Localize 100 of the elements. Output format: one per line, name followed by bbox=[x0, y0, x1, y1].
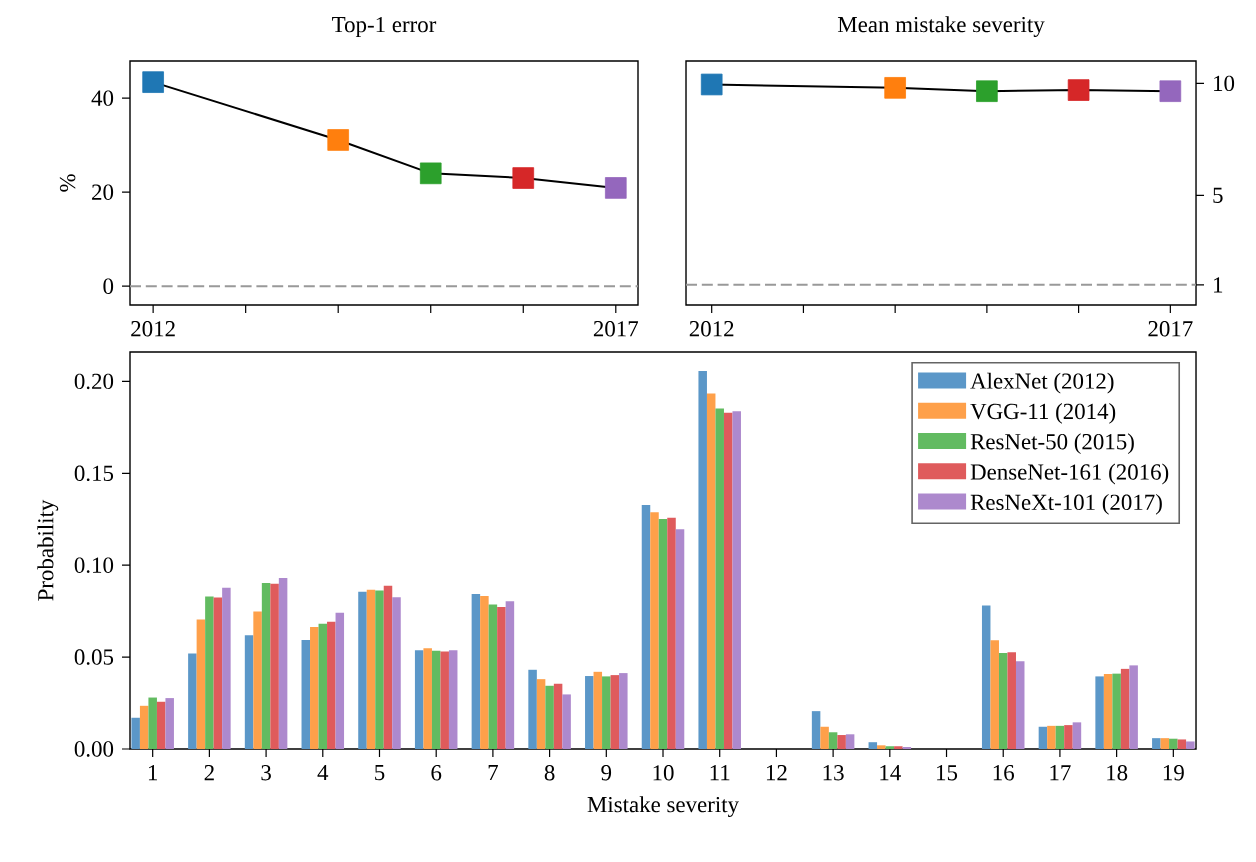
bar bbox=[828, 732, 838, 749]
y-tick-label: 0.00 bbox=[74, 741, 114, 757]
bar bbox=[1112, 673, 1121, 749]
bar bbox=[536, 679, 546, 749]
bar bbox=[327, 621, 336, 749]
bar bbox=[610, 675, 620, 749]
bar bbox=[471, 594, 481, 749]
bar bbox=[1064, 725, 1073, 749]
bar bbox=[148, 697, 157, 749]
bar bbox=[318, 623, 328, 749]
bar bbox=[619, 673, 628, 749]
x-tick-label: 7 bbox=[488, 765, 498, 781]
bar bbox=[1169, 738, 1178, 749]
y2-tick-label: 10 bbox=[1214, 75, 1235, 92]
bar bbox=[335, 612, 345, 749]
bar bbox=[562, 694, 571, 749]
y-tick-label: 0.05 bbox=[74, 649, 114, 665]
y-tick-label: 0.10 bbox=[74, 557, 114, 573]
bar bbox=[196, 619, 206, 749]
bar bbox=[528, 669, 537, 749]
x-tick-label: 15 bbox=[937, 765, 958, 781]
legend-label: DenseNet-161 (2016) bbox=[970, 463, 1169, 485]
x-tick-label: 2017 bbox=[1148, 321, 1193, 337]
x-tick-label: 1 bbox=[148, 765, 158, 781]
y-tick-label: 0.15 bbox=[74, 465, 114, 482]
bar bbox=[1186, 741, 1195, 749]
bar bbox=[139, 705, 149, 749]
bar bbox=[156, 701, 166, 749]
bar bbox=[1095, 676, 1104, 749]
y-axis-title: Probability bbox=[37, 499, 59, 601]
legend-label: ResNeXt-101 (2017) bbox=[970, 493, 1162, 515]
legend-label: ResNet-50 (2015) bbox=[970, 433, 1134, 455]
bar bbox=[392, 597, 401, 749]
bar bbox=[998, 652, 1008, 749]
x-tick-label: 11 bbox=[710, 765, 730, 781]
bar bbox=[698, 371, 707, 749]
bar bbox=[488, 604, 498, 749]
bar bbox=[585, 676, 594, 749]
x-tick-label: 12 bbox=[766, 765, 787, 781]
x-tick-label: 4 bbox=[317, 765, 329, 781]
bar bbox=[820, 726, 829, 749]
bar bbox=[1120, 668, 1130, 749]
bar bbox=[837, 735, 846, 749]
bar bbox=[222, 587, 231, 749]
bar bbox=[358, 591, 367, 749]
point bbox=[419, 162, 442, 185]
bar bbox=[675, 529, 685, 749]
bar bbox=[310, 626, 319, 749]
bar bbox=[650, 512, 659, 749]
x-tick-label: 5 bbox=[375, 765, 385, 781]
x-tick-label: 19 bbox=[1163, 765, 1184, 781]
bar bbox=[981, 605, 991, 749]
bar bbox=[270, 583, 279, 749]
x-tick-label: 9 bbox=[601, 765, 612, 781]
bar bbox=[278, 578, 288, 749]
bar bbox=[301, 640, 311, 749]
x-tick-label: 3 bbox=[261, 765, 271, 781]
chart-title: Top-1 error bbox=[332, 16, 437, 37]
bar bbox=[894, 746, 903, 749]
bar bbox=[885, 746, 895, 749]
bar bbox=[383, 585, 393, 749]
bar bbox=[497, 607, 506, 749]
bar bbox=[667, 517, 676, 749]
bar bbox=[706, 393, 716, 749]
x-tick-label: 6 bbox=[431, 765, 442, 781]
bar bbox=[431, 650, 441, 749]
bar bbox=[448, 650, 458, 749]
bar bbox=[505, 601, 515, 749]
bar bbox=[205, 596, 214, 749]
bar bbox=[188, 653, 197, 749]
legend-label: AlexNet (2012) bbox=[970, 372, 1114, 394]
bar bbox=[1038, 726, 1048, 749]
bar bbox=[1072, 722, 1082, 749]
y-tick-label: 20 bbox=[92, 184, 114, 200]
x-tick-label: 16 bbox=[993, 765, 1014, 781]
bar bbox=[423, 648, 432, 749]
bar bbox=[131, 717, 140, 749]
bar bbox=[1160, 738, 1170, 749]
bar bbox=[641, 505, 651, 749]
bar bbox=[732, 411, 741, 749]
chart-title: Mean mistake severity bbox=[837, 16, 1045, 37]
bar bbox=[244, 635, 254, 749]
bar bbox=[723, 412, 733, 749]
y2-tick-label: 1 bbox=[1214, 277, 1223, 293]
point bbox=[142, 71, 164, 93]
x-tick-label: 10 bbox=[653, 765, 674, 781]
bar bbox=[602, 676, 611, 749]
y-axis-title: % bbox=[59, 174, 76, 192]
bar bbox=[261, 583, 271, 749]
bar bbox=[366, 589, 376, 749]
bar bbox=[253, 611, 262, 749]
x-axis-title: Mistake severity bbox=[587, 796, 739, 818]
bar bbox=[165, 698, 174, 749]
x-tick-label: 2 bbox=[204, 765, 214, 781]
x-tick-label: 2012 bbox=[689, 321, 734, 337]
x-tick-label: 18 bbox=[1107, 765, 1128, 781]
bar bbox=[375, 590, 384, 749]
x-tick-label: 8 bbox=[544, 765, 555, 781]
bar bbox=[811, 711, 821, 749]
bar bbox=[213, 597, 223, 749]
